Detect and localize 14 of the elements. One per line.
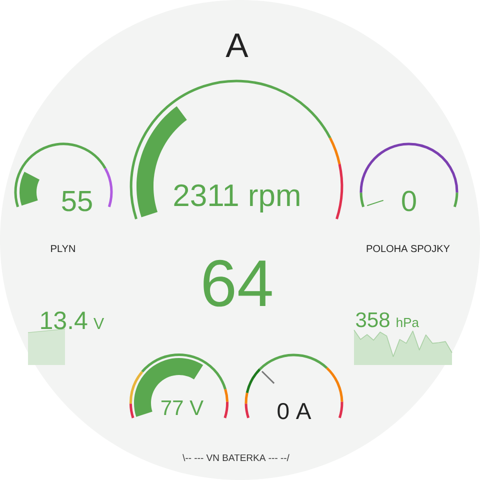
text: 55 [62, 191, 92, 212]
text: V [94, 318, 104, 329]
text: A [226, 34, 248, 57]
text: PLYN [51, 245, 75, 252]
text: 2311 rpm [174, 184, 300, 212]
text: 0 [402, 190, 416, 212]
annotation: 13.4 [41, 312, 88, 330]
text: 0 A [278, 402, 312, 420]
text: 358 [356, 312, 390, 328]
text: POLOHA SPOJKY [366, 245, 450, 252]
text: \-- --- VN BATERKA --- --/ [182, 454, 290, 462]
text: hPa [396, 318, 419, 328]
data-label: 64 [204, 260, 272, 307]
text: 77 V [161, 400, 204, 415]
